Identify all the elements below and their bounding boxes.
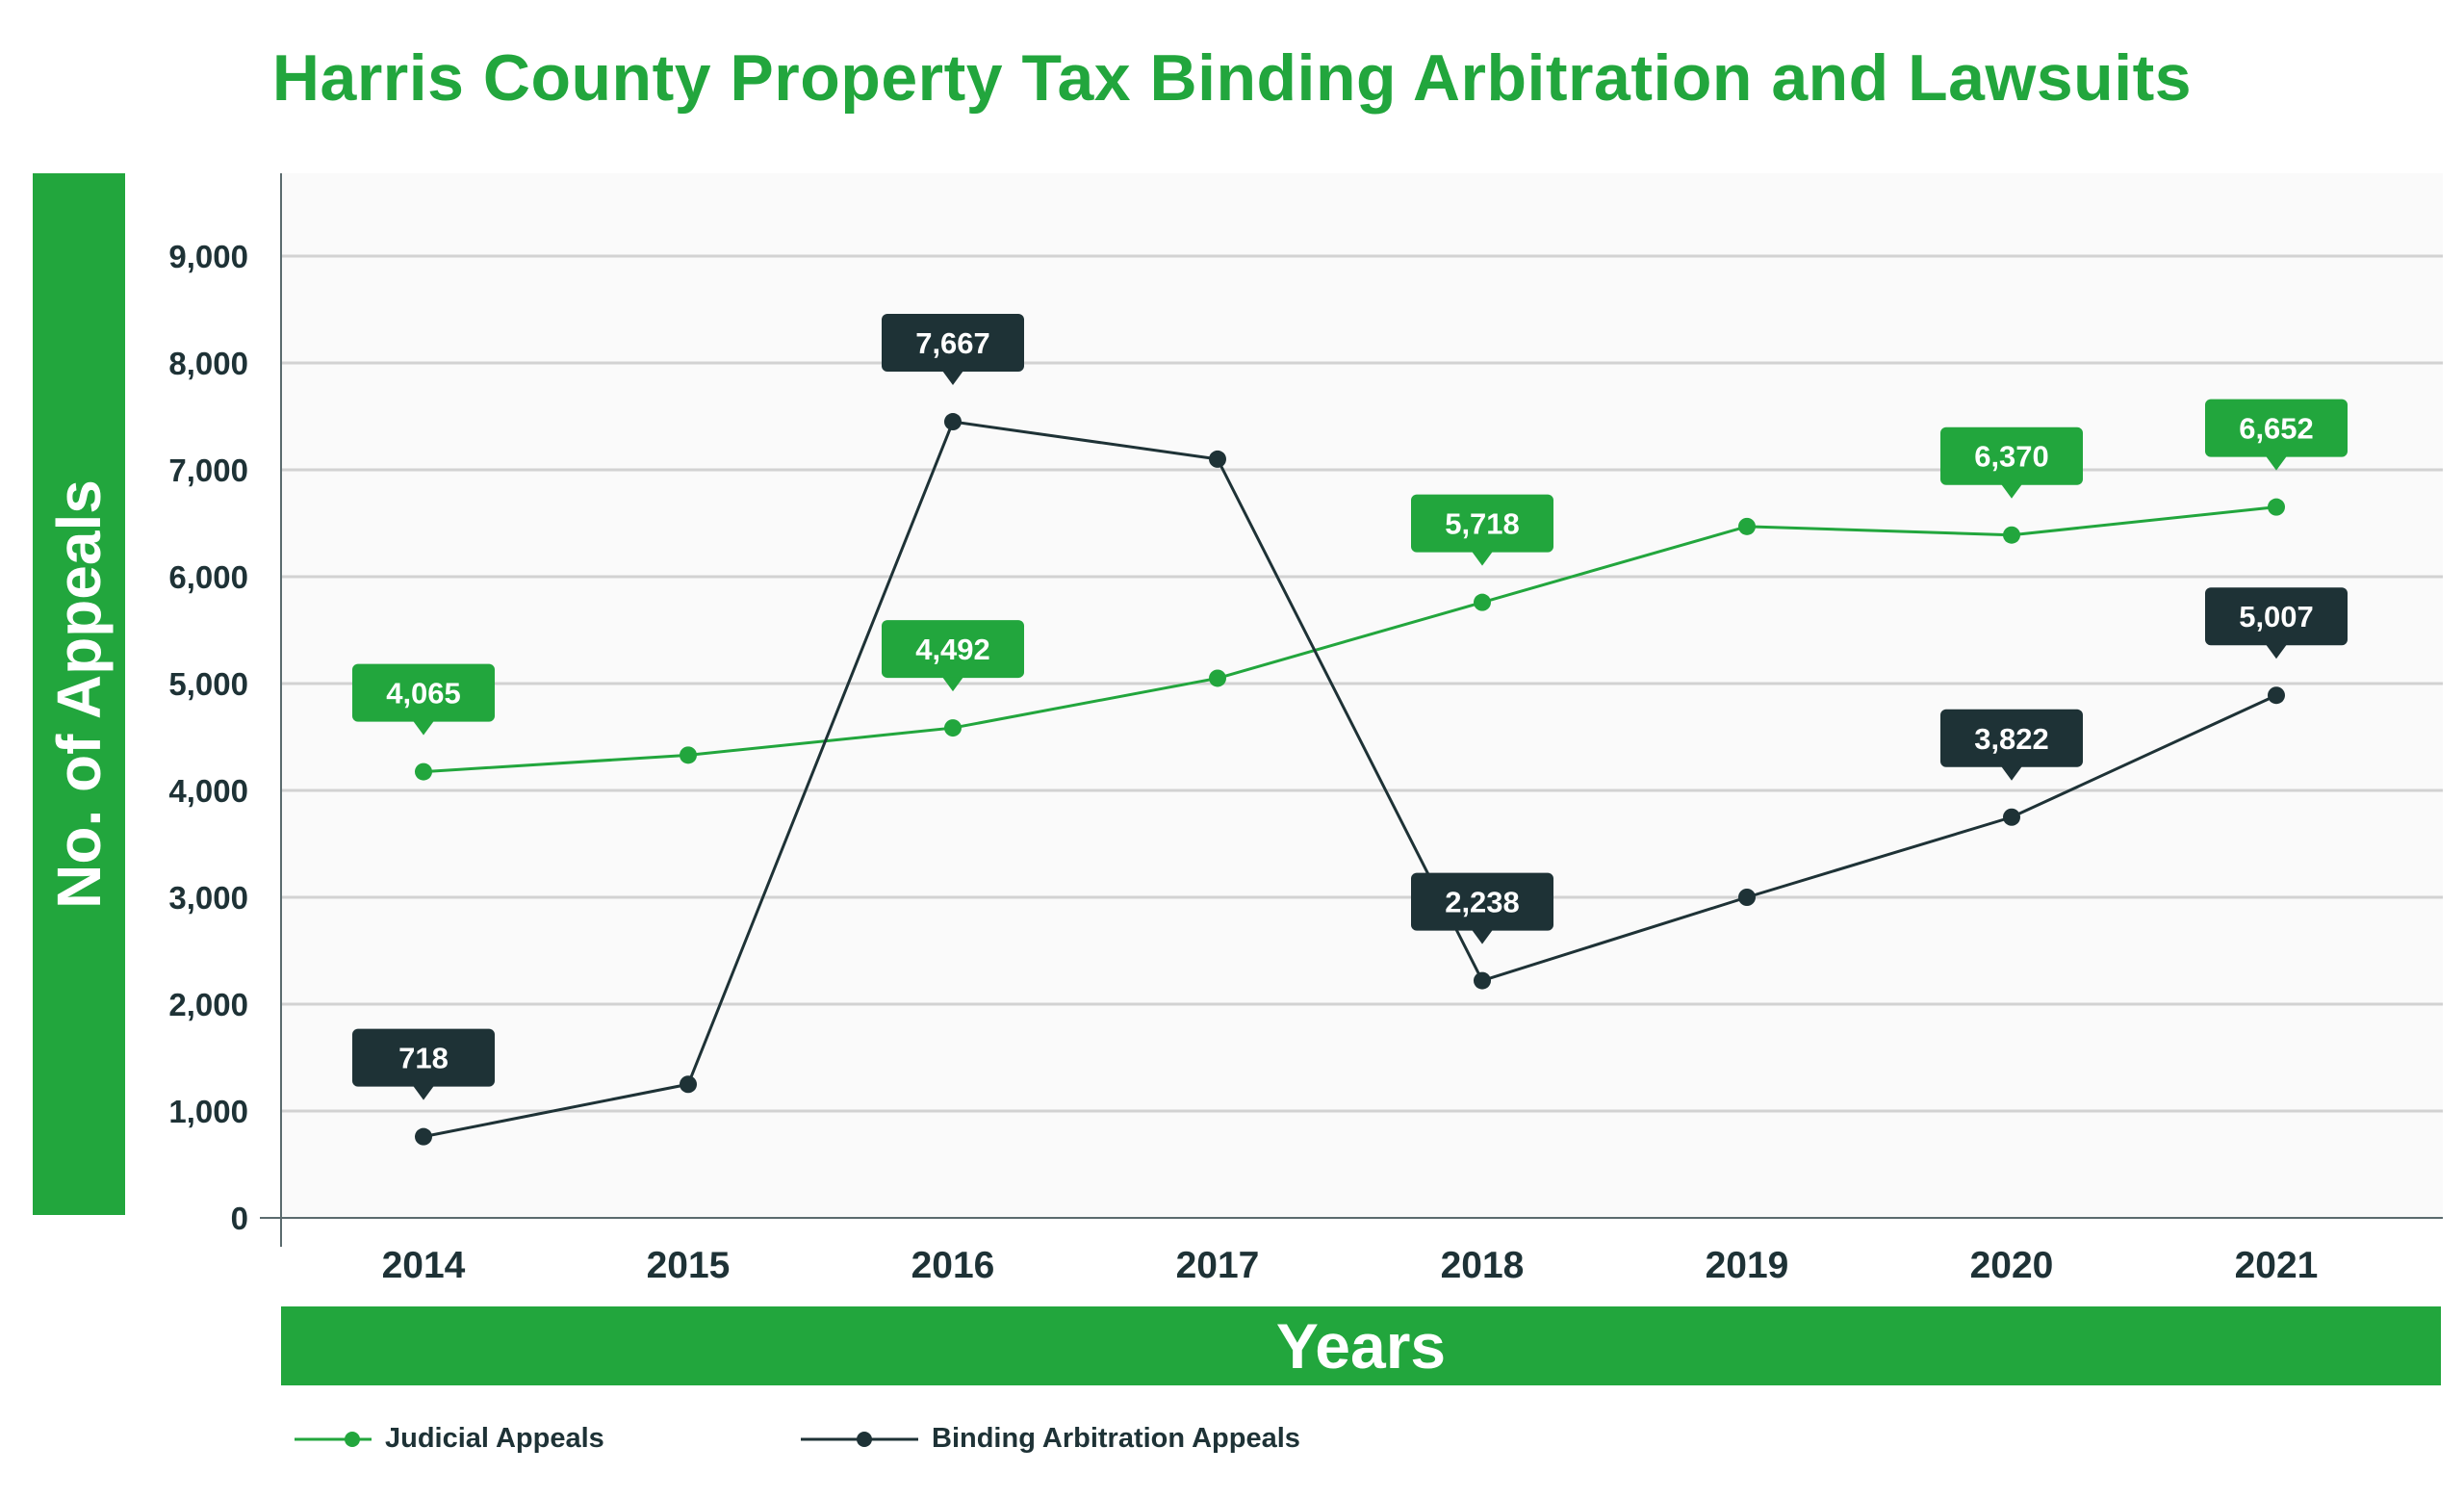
- y-tick-label: 9,000: [168, 239, 248, 274]
- data-point-series-0: [415, 762, 432, 781]
- data-label-pointer-series-0: [1472, 551, 1493, 566]
- data-point-series-0: [2003, 526, 2020, 544]
- data-label-box-series-0: [352, 663, 495, 722]
- data-point-series-1: [944, 413, 962, 431]
- y-tick-label: 5,000: [168, 666, 248, 702]
- y-tick-label: 4,000: [168, 773, 248, 809]
- data-label-pointer-series-1: [413, 1085, 434, 1100]
- data-label-series-1: 5,007: [2239, 600, 2314, 633]
- data-point-series-0: [1209, 669, 1226, 687]
- legend-label-judicial: Judicial Appeals: [385, 1423, 604, 1454]
- y-tick-label: 2,000: [168, 987, 248, 1022]
- data-label-box-series-1: [352, 1028, 495, 1087]
- data-label-pointer-series-0: [942, 677, 963, 692]
- data-label-box-series-1: [1940, 709, 2083, 767]
- data-point-series-1: [2003, 808, 2020, 826]
- data-label-box-series-1: [2205, 587, 2348, 646]
- x-tick-label: 2017: [1176, 1245, 1260, 1286]
- data-label-series-1: 718: [398, 1042, 449, 1075]
- chart-title: Harris County Property Tax Binding Arbit…: [271, 41, 2193, 115]
- x-tick-label: 2020: [1970, 1245, 2054, 1286]
- data-label-series-0: 6,652: [2239, 412, 2314, 446]
- x-tick-label: 2021: [2235, 1245, 2319, 1286]
- data-label-box-series-0: [882, 620, 1024, 679]
- data-label-pointer-series-0: [2266, 455, 2287, 471]
- data-label-series-0: 4,492: [915, 633, 990, 666]
- data-label-box-series-0: [1940, 426, 2083, 485]
- legend-marker-judicial: [295, 1431, 372, 1447]
- data-label-series-0: 4,065: [386, 677, 461, 711]
- data-label-pointer-series-1: [2266, 644, 2287, 659]
- legend-marker-arbitration: [801, 1431, 918, 1447]
- legend-item-arbitration: Binding Arbitration Appeals: [801, 1423, 1300, 1455]
- y-tick-label: 1,000: [168, 1094, 248, 1129]
- data-label-pointer-series-0: [413, 720, 434, 736]
- data-point-series-0: [1474, 593, 1491, 611]
- data-point-series-0: [680, 746, 697, 764]
- data-point-series-0: [944, 719, 962, 737]
- data-label-box-series-1: [1411, 872, 1553, 931]
- x-tick-label: 2016: [911, 1245, 995, 1286]
- x-tick-label: 2019: [1706, 1245, 1789, 1286]
- data-label-box-series-0: [2205, 399, 2348, 457]
- data-label-series-1: 2,238: [1445, 886, 1520, 919]
- data-label-pointer-series-1: [942, 371, 963, 386]
- data-point-series-0: [1738, 517, 1756, 535]
- x-tick-label: 2015: [647, 1245, 731, 1286]
- y-tick-label: 3,000: [168, 880, 248, 916]
- data-point-series-1: [1209, 450, 1226, 468]
- data-label-series-1: 3,822: [1974, 722, 2049, 756]
- legend-item-judicial: Judicial Appeals: [295, 1423, 604, 1455]
- data-point-series-1: [1738, 889, 1756, 906]
- data-point-series-1: [680, 1075, 697, 1094]
- data-label-series-0: 6,370: [1974, 440, 2049, 474]
- data-point-series-1: [2268, 686, 2285, 705]
- x-tick-label: 2014: [382, 1245, 466, 1286]
- y-axis-label-bar: No. of Appeals: [33, 173, 125, 1215]
- data-label-series-1: 7,667: [915, 326, 990, 360]
- data-label-pointer-series-1: [2001, 765, 2022, 781]
- x-tick-label: 2018: [1441, 1245, 1525, 1286]
- data-label-series-0: 5,718: [1445, 507, 1520, 541]
- data-label-box-series-0: [1411, 494, 1553, 553]
- data-label-pointer-series-1: [1472, 929, 1493, 944]
- data-label-pointer-series-0: [2001, 483, 2022, 499]
- y-tick-label: 7,000: [168, 452, 248, 488]
- data-point-series-0: [2268, 498, 2285, 516]
- y-tick-label: 8,000: [168, 346, 248, 381]
- data-point-series-1: [415, 1127, 432, 1146]
- plot-area: [281, 173, 2443, 1218]
- series-line-1: [423, 420, 2277, 1139]
- y-tick-label: 0: [231, 1201, 248, 1236]
- data-label-box-series-1: [882, 314, 1024, 373]
- series-line-0: [423, 505, 2277, 774]
- x-axis-label: Years: [281, 1306, 2441, 1385]
- data-point-series-1: [1474, 971, 1491, 990]
- y-tick-label: 6,000: [168, 559, 248, 595]
- legend-label-arbitration: Binding Arbitration Appeals: [932, 1423, 1300, 1454]
